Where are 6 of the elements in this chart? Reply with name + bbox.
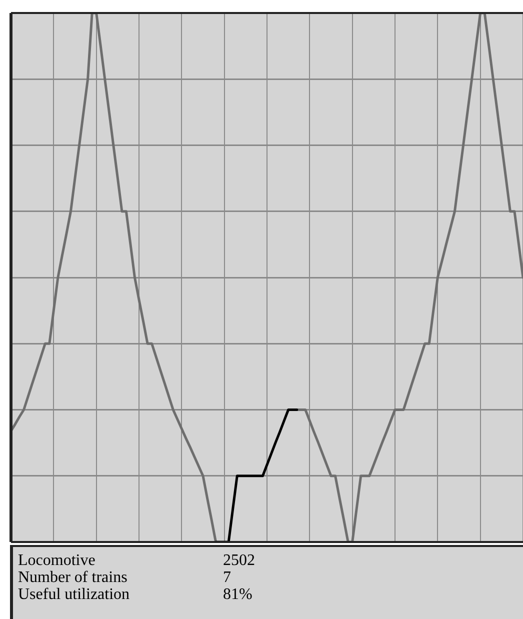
text: Locomotive (18, 552, 96, 569)
text: 2502 (223, 552, 256, 569)
text: 7 (223, 569, 232, 586)
text: Useful utilization (18, 586, 131, 603)
text: 81% (223, 586, 254, 603)
text: Number of trains (18, 569, 128, 586)
